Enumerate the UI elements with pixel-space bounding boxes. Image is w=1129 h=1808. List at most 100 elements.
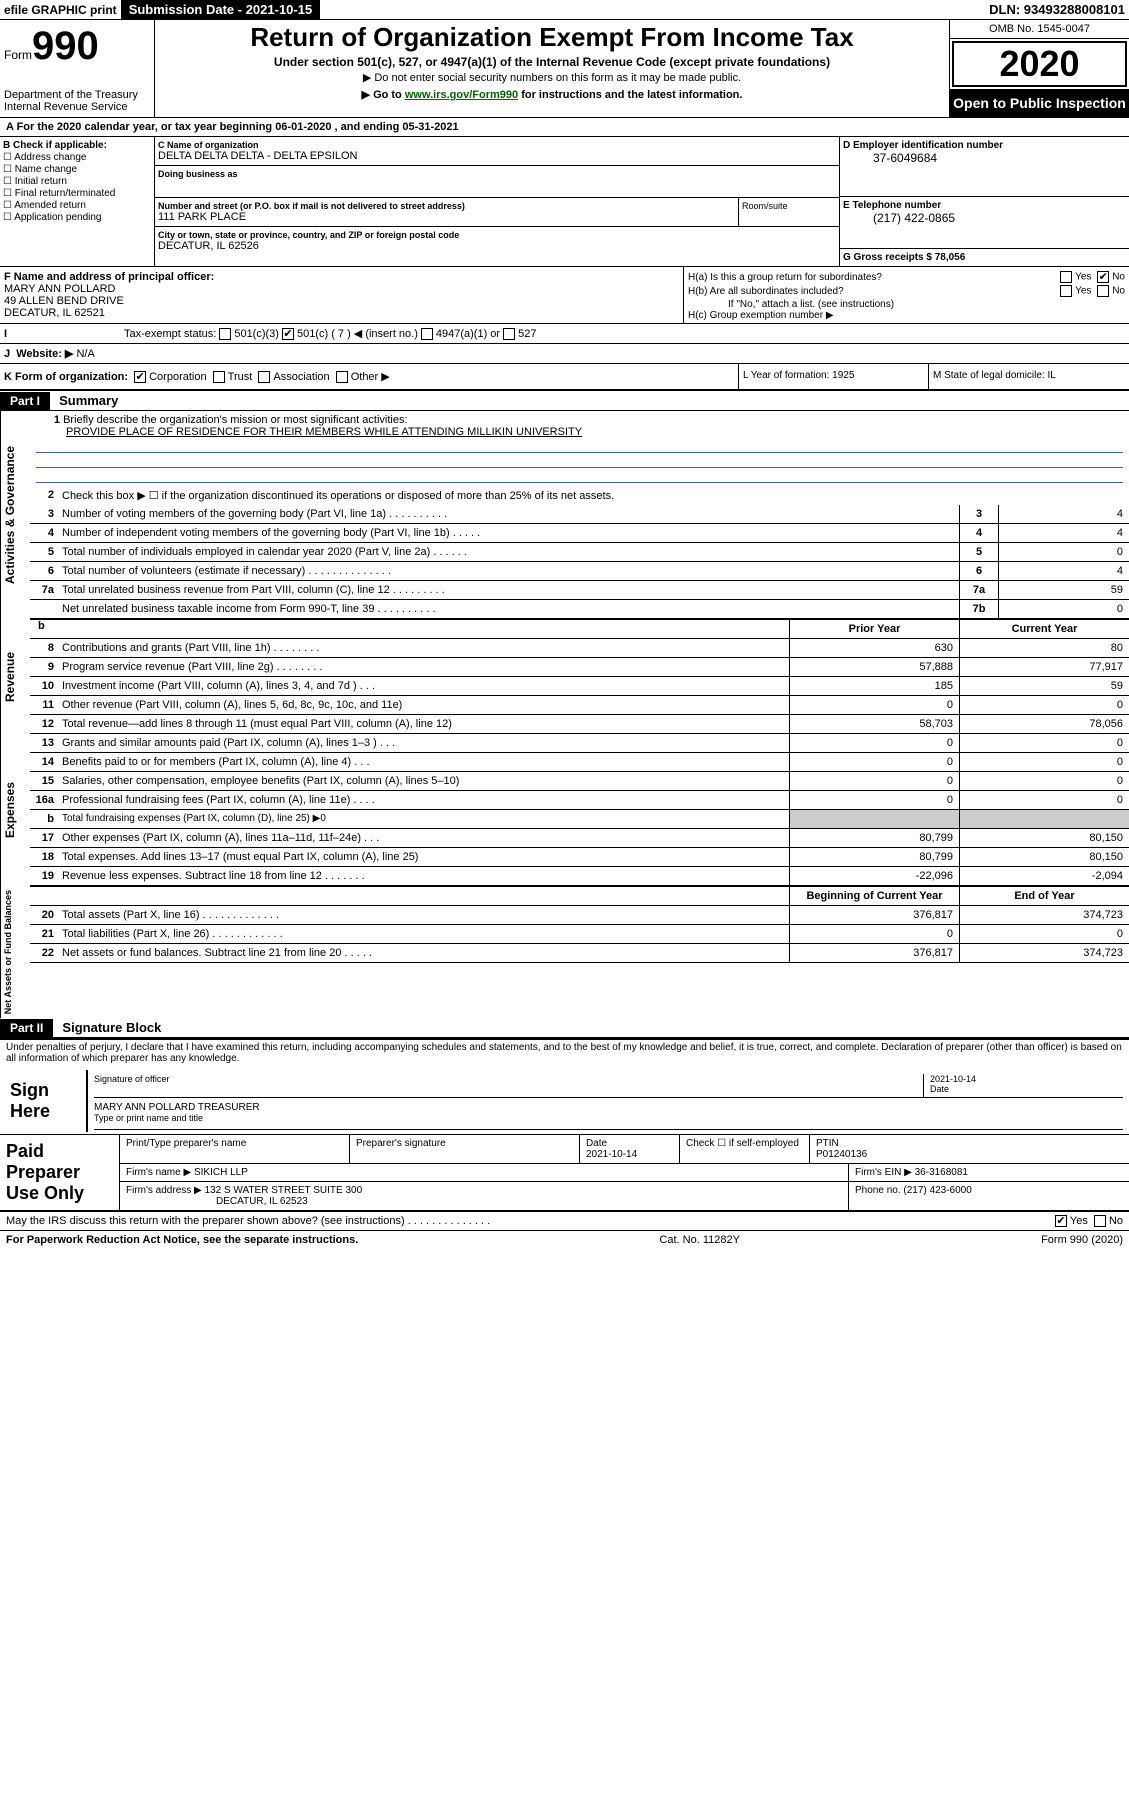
- hdr-beg: Beginning of Current Year: [789, 887, 959, 905]
- r15-p: 0: [789, 772, 959, 790]
- col-h-group: H(a) Is this a group return for subordin…: [684, 267, 1129, 323]
- r15: Salaries, other compensation, employee b…: [60, 772, 789, 790]
- hdr-end: End of Year: [959, 887, 1129, 905]
- r21-c: 0: [959, 925, 1129, 943]
- part-1-header: Part I Summary: [0, 391, 1129, 411]
- r15-c: 0: [959, 772, 1129, 790]
- r22-c: 374,723: [959, 944, 1129, 962]
- q6-val: 4: [999, 562, 1129, 580]
- summary-governance: Activities & Governance 1 Briefly descri…: [0, 411, 1129, 619]
- open-public: Open to Public Inspection: [950, 89, 1129, 117]
- row-a-tax-year: A For the 2020 calendar year, or tax yea…: [0, 118, 1129, 137]
- k-form-org: K Form of organization: ✔Corporation Tru…: [0, 364, 739, 389]
- m-state: M State of legal domicile: IL: [929, 364, 1129, 389]
- row-klm: K Form of organization: ✔Corporation Tru…: [0, 364, 1129, 391]
- r8: Contributions and grants (Part VIII, lin…: [60, 639, 789, 657]
- r10: Investment income (Part VIII, column (A)…: [60, 677, 789, 695]
- prep-date: 2021-10-14: [586, 1149, 637, 1160]
- q6: Total number of volunteers (estimate if …: [60, 562, 959, 580]
- r14-p: 0: [789, 753, 959, 771]
- mission-text: PROVIDE PLACE OF RESIDENCE FOR THEIR MEM…: [36, 426, 582, 438]
- part2-tag: Part II: [0, 1019, 53, 1037]
- ein-label: D Employer identification number: [843, 140, 1126, 151]
- r10-c: 59: [959, 677, 1129, 695]
- form-note-ssn: ▶ Do not enter social security numbers o…: [161, 71, 943, 84]
- vtab-net: Net Assets or Fund Balances: [0, 886, 30, 1018]
- prep-name-hdr: Print/Type preparer's name: [120, 1135, 350, 1163]
- chk-4947[interactable]: [421, 328, 433, 340]
- prep-self-emp[interactable]: Check ☐ if self-employed: [680, 1135, 810, 1163]
- q4: Number of independent voting members of …: [60, 524, 959, 542]
- part1-tag: Part I: [0, 392, 50, 410]
- form-note-link: ▶ Go to www.irs.gov/Form990 for instruct…: [161, 88, 943, 101]
- r21: Total liabilities (Part X, line 26) . . …: [60, 925, 789, 943]
- ein-value: 37-6049684: [843, 151, 1126, 165]
- vtab-revenue: Revenue: [0, 619, 30, 734]
- r17: Other expenses (Part IX, column (A), lin…: [60, 829, 789, 847]
- r14-c: 0: [959, 753, 1129, 771]
- r19-c: -2,094: [959, 867, 1129, 885]
- q3-val: 4: [999, 505, 1129, 523]
- chk-final[interactable]: ☐ Final return/terminated: [3, 188, 151, 199]
- footer: For Paperwork Reduction Act Notice, see …: [0, 1231, 1129, 1249]
- omb-number: OMB No. 1545-0047: [950, 20, 1129, 39]
- discuss-row: May the IRS discuss this return with the…: [0, 1212, 1129, 1231]
- r11-c: 0: [959, 696, 1129, 714]
- sig-date: 2021-10-14: [930, 1074, 976, 1084]
- chk-amended[interactable]: ☐ Amended return: [3, 200, 151, 211]
- officer-label: F Name and address of principal officer:: [4, 271, 679, 283]
- irs-link[interactable]: www.irs.gov/Form990: [405, 89, 518, 101]
- r17-p: 80,799: [789, 829, 959, 847]
- dept-treasury: Department of the Treasury Internal Reve…: [4, 89, 150, 113]
- tax-year: 2020: [952, 41, 1127, 87]
- preparer-section: Paid Preparer Use Only Print/Type prepar…: [0, 1134, 1129, 1212]
- efile-label[interactable]: efile GRAPHIC print: [0, 1, 121, 19]
- officer-addr2: DECATUR, IL 62521: [4, 307, 679, 319]
- footer-form: Form 990 (2020): [1041, 1234, 1123, 1246]
- prep-ptin: P01240136: [816, 1149, 867, 1160]
- phone-value: (217) 422-0865: [843, 211, 1126, 225]
- sig-officer-label: Signature of officer: [94, 1074, 923, 1084]
- firm-phone: (217) 423-6000: [903, 1185, 971, 1196]
- r20-c: 374,723: [959, 906, 1129, 924]
- form-title: Return of Organization Exempt From Incom…: [161, 22, 943, 53]
- q7b: Net unrelated business taxable income fr…: [60, 600, 959, 618]
- dln-label: DLN: 93493288008101: [985, 0, 1129, 19]
- firm-ein: 36-3168081: [915, 1167, 968, 1178]
- perjury-text: Under penalties of perjury, I declare th…: [6, 1042, 1123, 1064]
- section-fh: F Name and address of principal officer:…: [0, 267, 1129, 324]
- gross-label: G Gross receipts $ 78,056: [843, 252, 1126, 263]
- street-value: 111 PARK PLACE: [158, 211, 735, 223]
- q5-val: 0: [999, 543, 1129, 561]
- r18-p: 80,799: [789, 848, 959, 866]
- r10-p: 185: [789, 677, 959, 695]
- chk-527[interactable]: [503, 328, 515, 340]
- r16b: Total fundraising expenses (Part IX, col…: [60, 810, 789, 828]
- q1-mission: 1 Briefly describe the organization's mi…: [30, 411, 1129, 486]
- form-number: 990: [32, 24, 99, 68]
- chk-pending[interactable]: ☐ Application pending: [3, 212, 151, 223]
- chk-address[interactable]: ☐ Address change: [3, 152, 151, 163]
- q3: Number of voting members of the governin…: [60, 505, 959, 523]
- org-name: DELTA DELTA DELTA - DELTA EPSILON: [158, 150, 836, 162]
- r17-c: 80,150: [959, 829, 1129, 847]
- firm-name: SIKICH LLP: [194, 1167, 248, 1178]
- chk-501c[interactable]: ✔: [282, 328, 294, 340]
- r16a-c: 0: [959, 791, 1129, 809]
- chk-name[interactable]: ☐ Name change: [3, 164, 151, 175]
- vtab-expenses: Expenses: [0, 734, 30, 886]
- discuss-q: May the IRS discuss this return with the…: [6, 1215, 490, 1227]
- r9: Program service revenue (Part VIII, line…: [60, 658, 789, 676]
- r22-p: 376,817: [789, 944, 959, 962]
- submission-date: Submission Date - 2021-10-15: [121, 0, 321, 19]
- col-b-checkboxes: B Check if applicable: ☐ Address change …: [0, 137, 155, 266]
- chk-501c3[interactable]: [219, 328, 231, 340]
- form-label: Form: [4, 48, 32, 62]
- row-i-tax-status: I Tax-exempt status: 501(c)(3) ✔501(c) (…: [0, 324, 1129, 344]
- chk-initial[interactable]: ☐ Initial return: [3, 176, 151, 187]
- org-name-label: C Name of organization: [158, 140, 836, 150]
- r16a-p: 0: [789, 791, 959, 809]
- part1-title: Summary: [53, 391, 124, 410]
- hc-label: H(c) Group exemption number ▶: [688, 310, 1125, 321]
- r18: Total expenses. Add lines 13–17 (must eq…: [60, 848, 789, 866]
